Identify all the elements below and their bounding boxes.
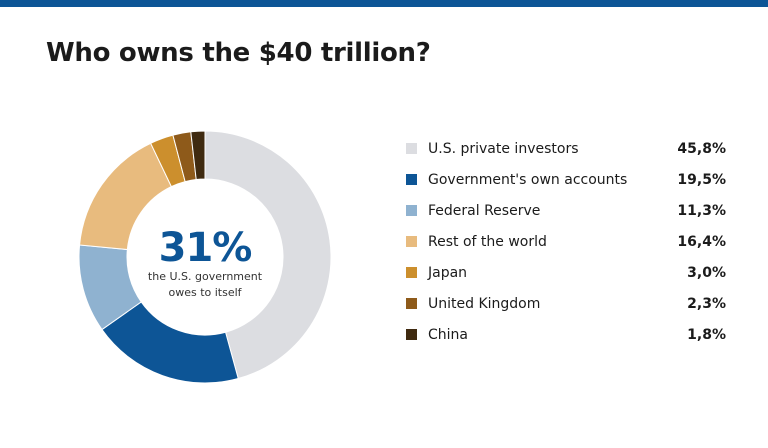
legend-value: 45,8% xyxy=(677,140,726,157)
legend-value: 2,3% xyxy=(687,295,726,312)
legend-swatch xyxy=(406,329,417,340)
legend-swatch xyxy=(406,267,417,278)
legend-row: Government's own accounts 19,5% xyxy=(406,164,726,195)
donut-chart xyxy=(78,130,332,384)
legend-value: 19,5% xyxy=(677,171,726,188)
legend-swatch xyxy=(406,298,417,309)
legend-value: 1,8% xyxy=(687,326,726,343)
top-accent-bar xyxy=(0,0,768,7)
legend-label: United Kingdom xyxy=(428,295,541,312)
legend-value: 11,3% xyxy=(677,202,726,219)
legend-row: Japan 3,0% xyxy=(406,257,726,288)
legend-row: United Kingdom 2,3% xyxy=(406,288,726,319)
legend-label: Government's own accounts xyxy=(428,171,628,188)
donut-slice-0 xyxy=(204,130,332,380)
legend-swatch xyxy=(406,174,417,185)
legend-row: China 1,8% xyxy=(406,319,726,350)
legend-swatch xyxy=(406,236,417,247)
legend: U.S. private investors 45,8% Government's … xyxy=(406,133,726,350)
legend-label: China xyxy=(428,326,468,343)
legend-label: Federal Reserve xyxy=(428,202,541,219)
legend-label: Rest of the world xyxy=(428,233,547,250)
page-title: Who owns the $40 trillion? xyxy=(46,38,431,68)
center-percentage: 31% xyxy=(158,225,253,271)
legend-value: 3,0% xyxy=(687,264,726,281)
legend-row: Rest of the world 16,4% xyxy=(406,226,726,257)
legend-label: U.S. private investors xyxy=(428,140,579,157)
legend-label: Japan xyxy=(428,264,468,281)
legend-swatch xyxy=(406,143,417,154)
donut-slice-6 xyxy=(190,130,206,181)
legend-row: Federal Reserve 11,3% xyxy=(406,195,726,226)
legend-row: U.S. private investors 45,8% xyxy=(406,133,726,164)
legend-value: 16,4% xyxy=(677,233,726,250)
legend-swatch xyxy=(406,205,417,216)
center-caption: the U.S. government owes to itself xyxy=(147,270,263,299)
